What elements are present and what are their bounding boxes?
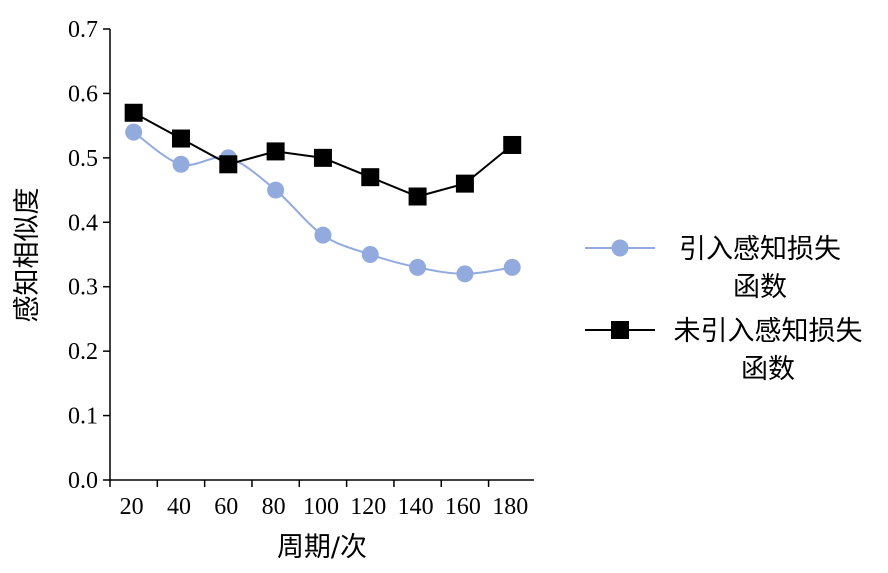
y-tick-label: 0.5 <box>68 146 98 172</box>
legend-item-1: 引入感知损失函数 <box>585 234 841 303</box>
legend-item-2: 未引入感知损失函数 <box>585 316 863 385</box>
axes <box>109 29 534 481</box>
x-tick-label: 180 <box>492 494 528 520</box>
data-point-square <box>124 103 143 122</box>
x-tick-label: 140 <box>398 494 434 520</box>
y-tick-label: 0.4 <box>68 210 98 236</box>
x-tick-label: 20 <box>120 494 144 520</box>
data-point-circle <box>409 258 427 276</box>
legend-label: 未引入感知损失函数 <box>674 316 863 385</box>
data-point-square <box>171 129 190 148</box>
y-tick-label: 0.1 <box>68 404 98 430</box>
y-axis-title: 感知相似度 <box>12 188 43 323</box>
series-2 <box>124 103 522 206</box>
data-point-square <box>408 187 427 206</box>
data-point-square <box>313 148 332 167</box>
data-point-square <box>361 168 380 187</box>
data-point-circle <box>361 246 379 263</box>
y-tick-label: 0.6 <box>68 81 98 107</box>
x-tick-label: 160 <box>445 494 481 520</box>
data-point-square <box>503 135 522 154</box>
series-group <box>124 103 522 283</box>
legend-label: 引入感知损失函数 <box>679 234 841 303</box>
x-tick-label: 100 <box>303 494 339 520</box>
data-point-circle <box>314 226 332 244</box>
y-tick-label: 0.2 <box>68 339 98 365</box>
x-tick-label: 80 <box>262 494 286 520</box>
x-ticks: 20 40 60 80 100 120 140 160 180 <box>109 480 528 520</box>
x-tick-label: 40 <box>167 494 191 520</box>
x-axis-title: 周期/次 <box>277 532 367 563</box>
x-tick-label: 60 <box>214 494 238 520</box>
y-ticks: 0.0 0.1 0.2 0.3 0.4 0.5 0.6 0.7 <box>68 17 110 494</box>
data-point-circle <box>125 123 143 141</box>
data-point-square <box>219 155 238 174</box>
data-point-circle <box>503 258 521 276</box>
data-point-circle <box>172 155 190 173</box>
data-point-square <box>455 174 474 193</box>
data-point-circle <box>267 181 285 199</box>
legend-marker-circle <box>611 239 629 257</box>
x-tick-label: 120 <box>350 494 386 520</box>
data-point-square <box>266 142 285 161</box>
y-tick-label: 0.3 <box>68 275 98 301</box>
legend-marker-square <box>611 321 629 339</box>
y-tick-label: 0.0 <box>68 468 98 494</box>
data-point-circle <box>456 265 474 283</box>
y-tick-label: 0.7 <box>68 17 98 43</box>
